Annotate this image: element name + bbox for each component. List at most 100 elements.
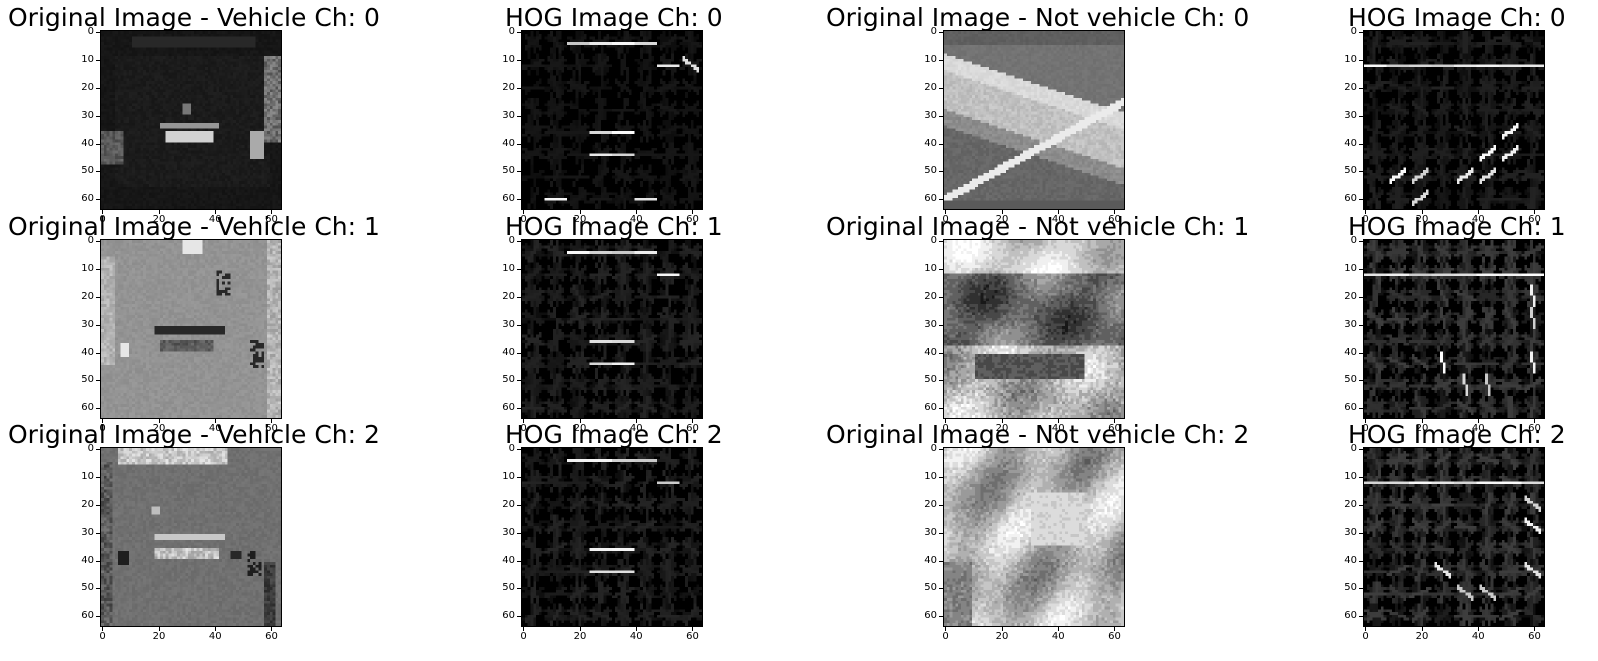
panel-title: Original Image - Not vehicle Ch: 2 (826, 420, 1250, 449)
panel-title: HOG Image Ch: 1 (1348, 212, 1566, 241)
y-tick-mark (96, 171, 100, 173)
hog-image (521, 447, 703, 627)
x-tick-mark (579, 210, 581, 214)
y-tick-label: 30 (502, 318, 515, 330)
x-tick-label: 0 (942, 631, 949, 642)
y-tick-mark (96, 143, 100, 145)
y-tick-mark (939, 560, 943, 562)
y-tick-mark (939, 88, 943, 90)
y-tick-label: 60 (502, 402, 515, 414)
x-tick-mark (1057, 627, 1059, 631)
x-tick-label: 20 (1415, 214, 1429, 225)
y-tick-label: 20 (502, 499, 515, 511)
y-tick-label: 60 (81, 610, 94, 622)
x-tick-label: 0 (99, 214, 106, 225)
y-tick-mark (1359, 408, 1363, 410)
y-tick-mark (96, 505, 100, 507)
y-tick-mark (96, 560, 100, 562)
y-tick-mark (939, 588, 943, 590)
x-tick-label: 40 (629, 631, 643, 642)
x-tick-label: 60 (265, 214, 278, 225)
y-tick-mark (517, 352, 521, 354)
original-image (100, 239, 282, 419)
y-tick-mark (939, 505, 943, 507)
y-tick-mark (1359, 241, 1363, 243)
y-tick-label: 50 (502, 374, 515, 386)
x-tick-mark (1534, 210, 1536, 214)
y-tick-label: 50 (1344, 374, 1357, 386)
x-tick-label: 20 (152, 423, 166, 434)
y-tick-label: 10 (502, 471, 515, 483)
y-tick-label: 30 (81, 109, 94, 121)
x-tick-mark (1477, 419, 1479, 423)
y-tick-mark (517, 477, 521, 479)
x-tick-mark (523, 419, 525, 423)
panel-title: Original Image - Vehicle Ch: 1 (8, 212, 380, 241)
y-tick-label: 0 (930, 26, 937, 38)
y-tick-mark (1359, 115, 1363, 117)
x-tick-label: 20 (573, 423, 587, 434)
x-tick-label: 60 (686, 631, 699, 642)
y-tick-mark (96, 352, 100, 354)
x-tick-mark (1365, 627, 1367, 631)
y-tick-mark (1359, 199, 1363, 201)
x-tick-mark (271, 627, 273, 631)
x-tick-label: 20 (573, 631, 587, 642)
y-tick-label: 60 (502, 193, 515, 205)
y-tick-mark (939, 616, 943, 618)
y-tick-label: 50 (924, 374, 937, 386)
y-tick-label: 60 (1344, 193, 1357, 205)
x-tick-mark (1001, 419, 1003, 423)
original-image (943, 239, 1125, 419)
y-tick-mark (96, 60, 100, 62)
y-tick-label: 40 (924, 137, 937, 149)
y-tick-mark (1359, 380, 1363, 382)
hog-image (521, 30, 703, 210)
x-tick-mark (945, 210, 947, 214)
y-tick-mark (96, 616, 100, 618)
x-tick-label: 0 (520, 214, 527, 225)
y-tick-label: 40 (1344, 346, 1357, 358)
y-tick-label: 0 (1350, 443, 1357, 455)
y-tick-mark (939, 269, 943, 271)
y-tick-label: 40 (924, 346, 937, 358)
y-tick-label: 60 (924, 193, 937, 205)
x-tick-label: 0 (99, 423, 106, 434)
x-tick-mark (635, 210, 637, 214)
y-tick-mark (517, 324, 521, 326)
x-tick-mark (214, 419, 216, 423)
x-tick-mark (1114, 210, 1116, 214)
y-tick-mark (1359, 477, 1363, 479)
y-tick-label: 30 (1344, 318, 1357, 330)
panel-title: Original Image - Vehicle Ch: 2 (8, 420, 380, 449)
y-tick-label: 0 (930, 443, 937, 455)
panel-title: Original Image - Vehicle Ch: 0 (8, 3, 380, 32)
x-tick-mark (158, 419, 160, 423)
x-tick-label: 60 (686, 214, 699, 225)
y-tick-mark (96, 380, 100, 382)
y-tick-label: 0 (87, 443, 94, 455)
y-tick-label: 30 (1344, 109, 1357, 121)
y-tick-mark (96, 199, 100, 201)
y-tick-mark (1359, 352, 1363, 354)
x-tick-mark (945, 419, 947, 423)
x-tick-mark (1114, 627, 1116, 631)
panel-title: HOG Image Ch: 0 (505, 3, 723, 32)
panel-title: HOG Image Ch: 2 (1348, 420, 1566, 449)
x-tick-mark (271, 419, 273, 423)
y-tick-label: 40 (502, 554, 515, 566)
x-tick-label: 40 (1471, 423, 1485, 434)
x-tick-mark (635, 419, 637, 423)
y-tick-mark (517, 88, 521, 90)
y-tick-mark (517, 560, 521, 562)
y-tick-mark (517, 60, 521, 62)
x-tick-label: 60 (1528, 214, 1541, 225)
y-tick-mark (1359, 88, 1363, 90)
panel-title: HOG Image Ch: 1 (505, 212, 723, 241)
y-tick-mark (1359, 171, 1363, 173)
x-tick-label: 60 (1108, 423, 1121, 434)
y-tick-mark (517, 532, 521, 534)
y-tick-label: 0 (508, 443, 515, 455)
x-tick-label: 60 (1528, 423, 1541, 434)
x-tick-label: 40 (629, 423, 643, 434)
